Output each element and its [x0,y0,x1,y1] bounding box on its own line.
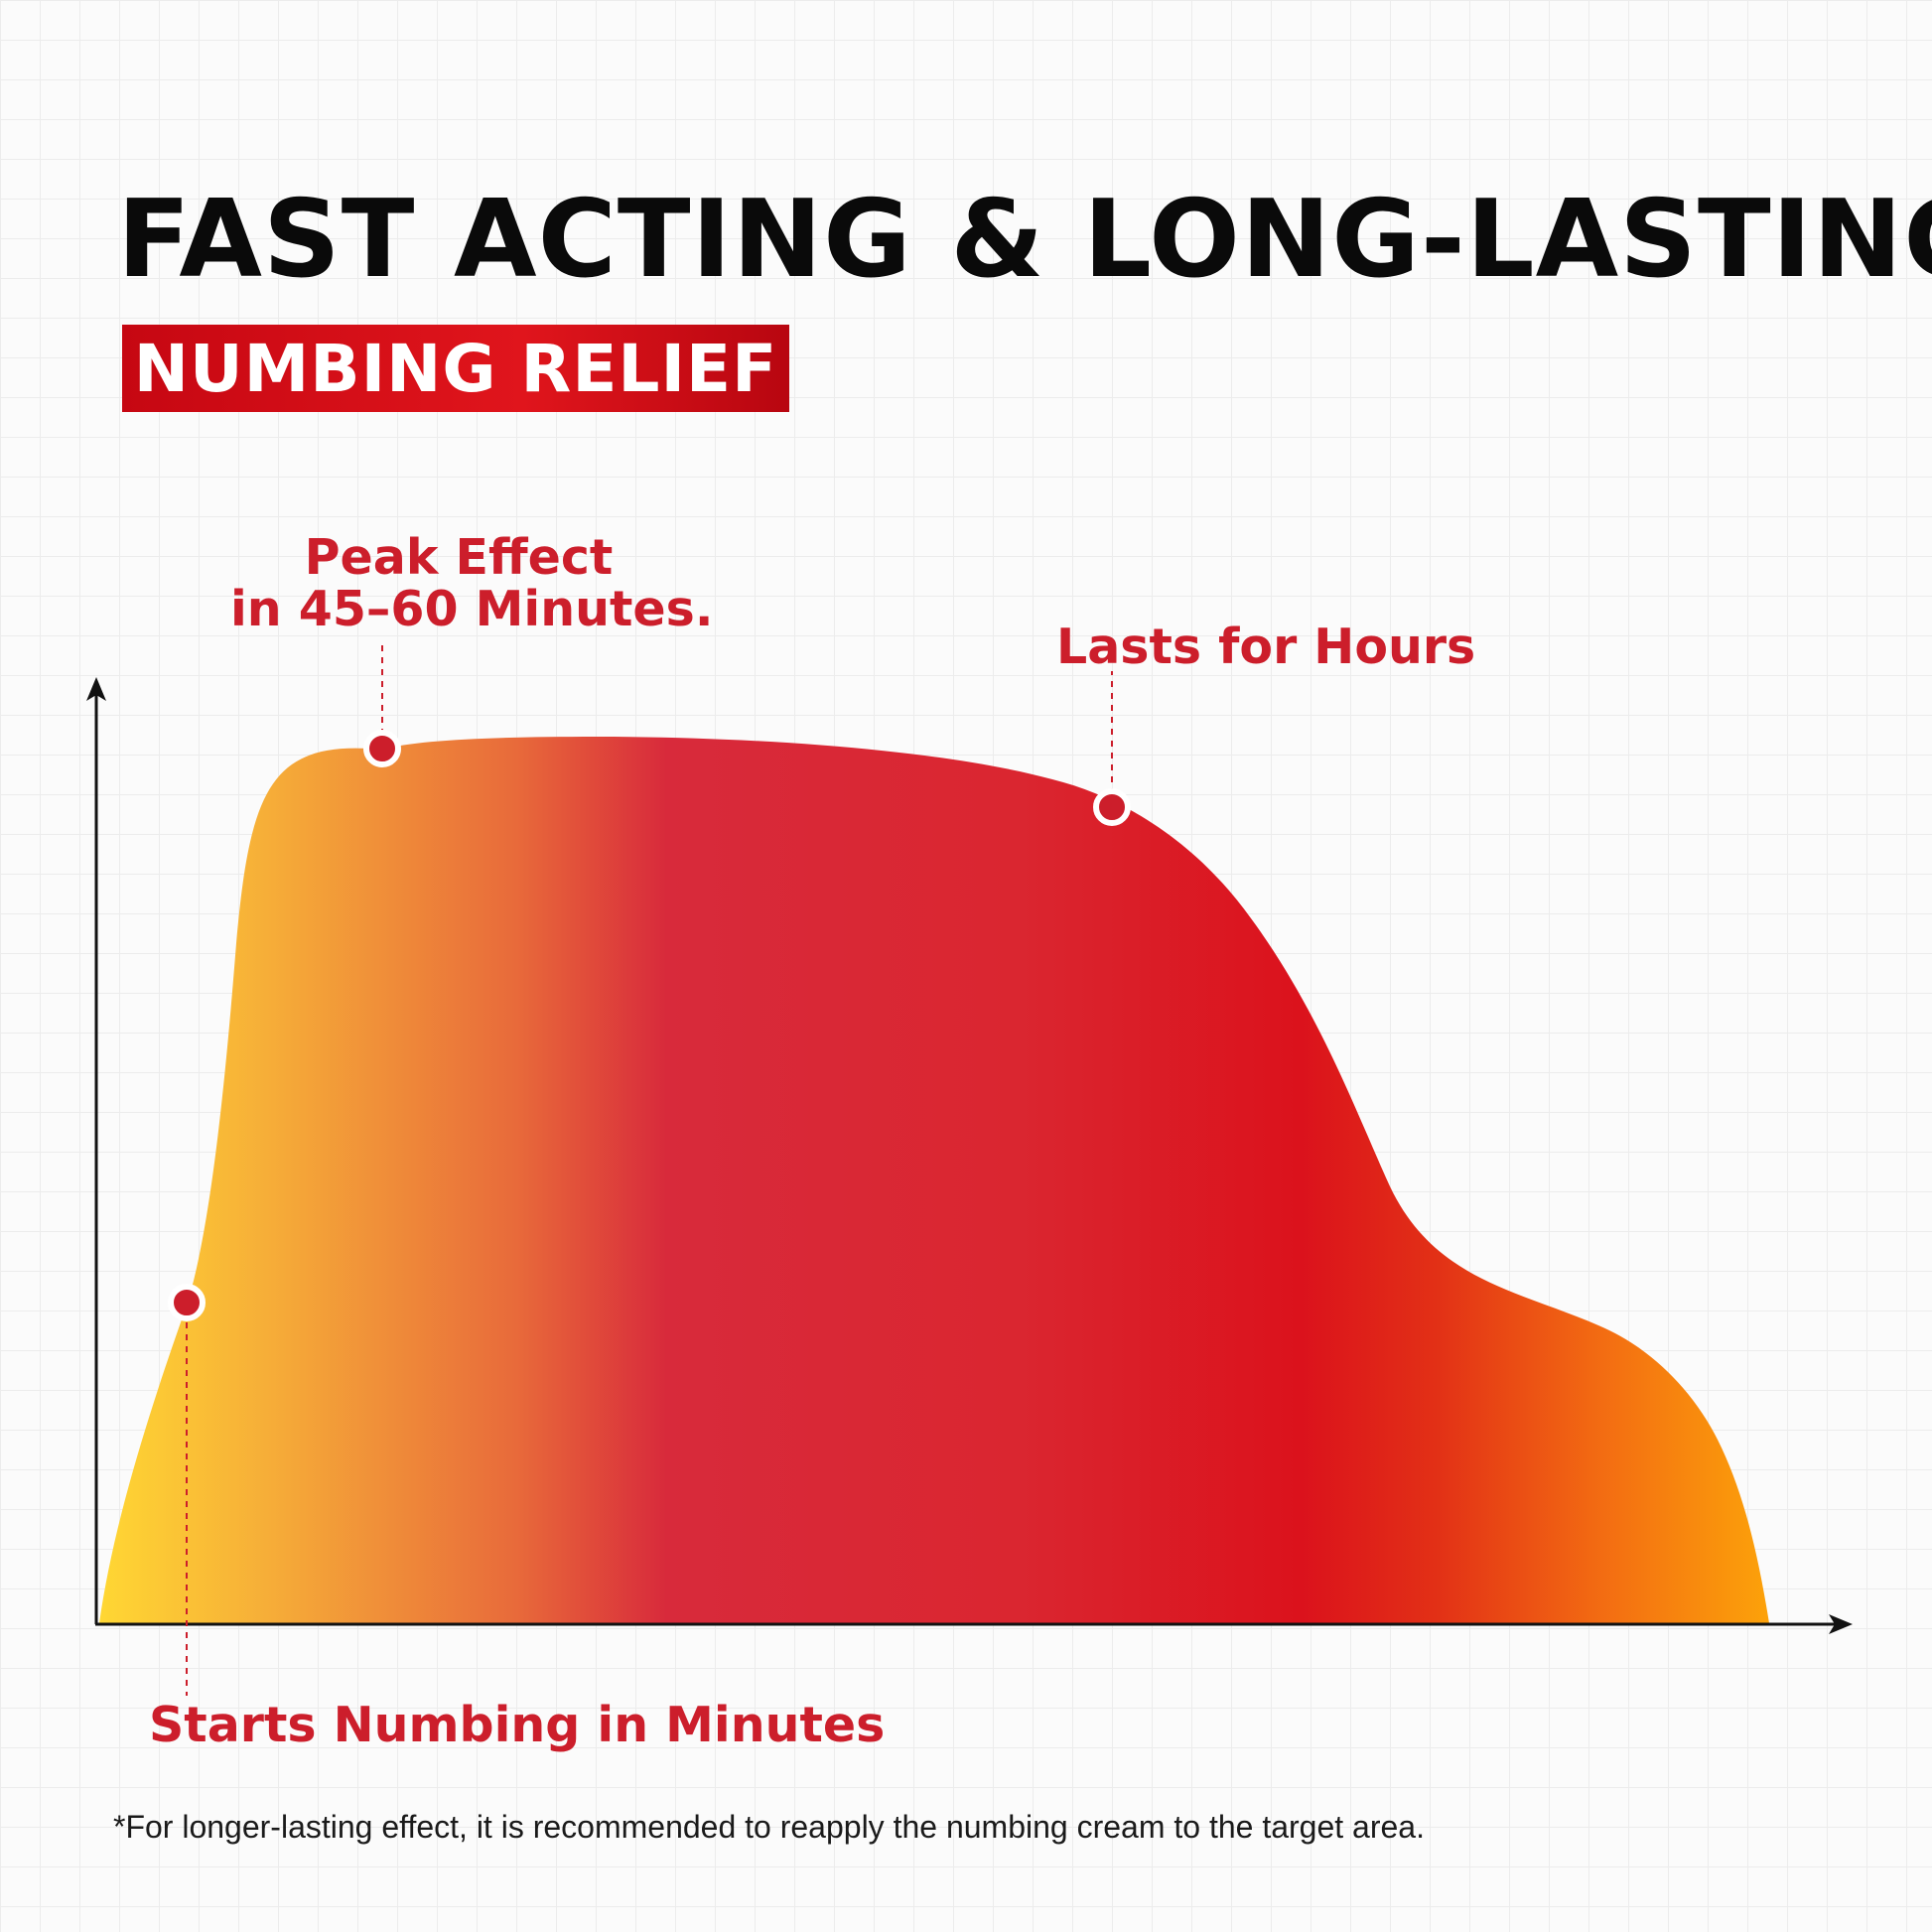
starts-marker [168,1284,206,1321]
peak-effect-line1: Peak Effect [304,529,614,586]
subtitle-badge: NUMBING RELIEF [122,325,789,412]
lasts-marker [1093,788,1131,826]
peak-effect-line2: in 45–60 Minutes. [230,581,714,637]
effect-area [99,737,1769,1623]
footnote: *For longer-lasting effect, it is recomm… [113,1809,1425,1845]
lasts-for-hours-label: Lasts for Hours [1056,619,1476,675]
peak-marker [363,730,401,767]
page-title: FAST ACTING & LONG-LASTING [117,178,1932,302]
subtitle-badge-label: NUMBING RELIEF [133,330,778,407]
starts-numbing-label: Starts Numbing in Minutes [149,1697,886,1753]
peak-effect-label: Peak Effect in 45–60 Minutes. [230,529,714,637]
